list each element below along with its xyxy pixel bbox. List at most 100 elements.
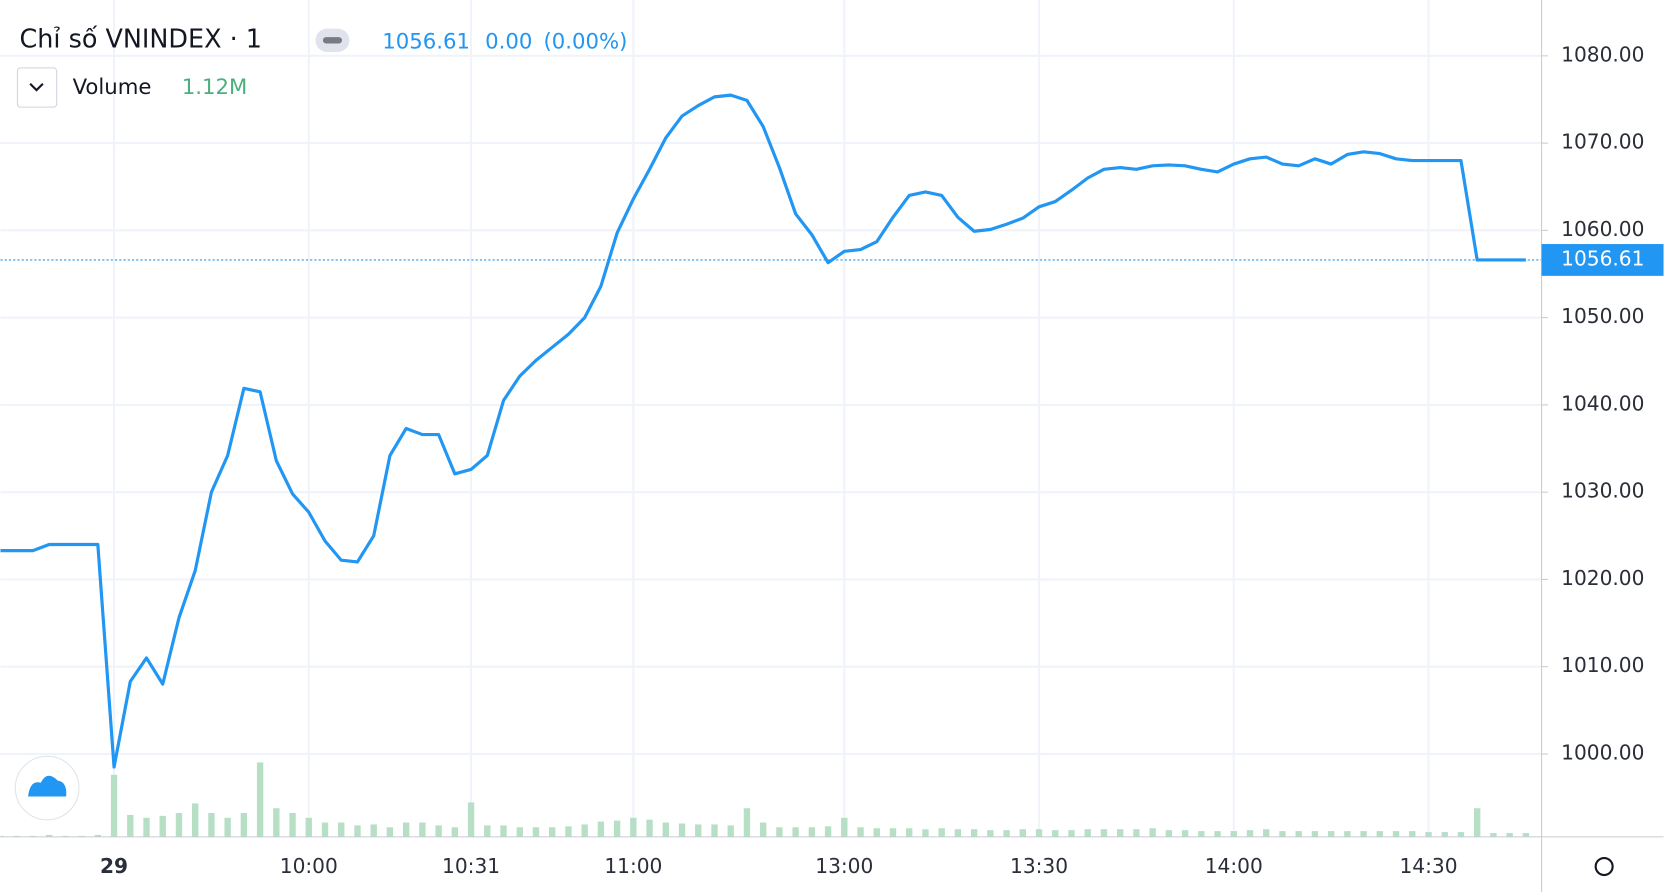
logo-cloud xyxy=(28,775,67,797)
volume-bar xyxy=(402,822,410,837)
volume-bar xyxy=(1279,831,1286,837)
volume-bar xyxy=(711,824,718,837)
volume-bar xyxy=(824,826,832,837)
volume-bar xyxy=(1246,830,1254,837)
volume-bar xyxy=(889,828,897,837)
volume-bar xyxy=(581,824,588,837)
volume-bar xyxy=(467,802,475,837)
volume-bar xyxy=(1181,830,1189,837)
volume-bar xyxy=(1360,831,1367,837)
volume-bar xyxy=(776,827,783,837)
x-tick-label: 29 xyxy=(100,854,128,878)
volume-bar xyxy=(630,817,637,837)
volume-bar xyxy=(208,812,215,837)
volume-label: Volume xyxy=(73,75,152,100)
x-tick-label: 13:00 xyxy=(815,854,873,878)
volume-bar xyxy=(1295,831,1302,837)
settings-icon[interactable] xyxy=(1594,856,1614,877)
volume-bar xyxy=(1133,829,1140,837)
volume-bar xyxy=(987,830,994,837)
volume-bar xyxy=(549,827,556,837)
y-tick-label: 1020.00 xyxy=(1561,566,1644,590)
volume-bar xyxy=(727,825,734,837)
volume-bar xyxy=(954,829,962,837)
volume-bar xyxy=(1311,831,1319,837)
volume-bar xyxy=(143,817,150,837)
price-line xyxy=(0,93,1526,769)
volume-bar xyxy=(695,824,702,837)
volume-bar xyxy=(1506,833,1513,837)
last-value-box xyxy=(1541,244,1664,276)
volume-bar xyxy=(906,828,913,837)
status-dot xyxy=(322,37,342,44)
volume-bar xyxy=(192,803,199,837)
volume-bar xyxy=(159,815,166,837)
volume-bar xyxy=(500,825,507,837)
volume-bar xyxy=(1230,831,1237,837)
volume-bar xyxy=(743,808,751,837)
volume-bar xyxy=(1441,832,1448,837)
volume-bar xyxy=(1490,833,1497,837)
y-tick-label: 1050.00 xyxy=(1561,304,1644,328)
volume-bar xyxy=(419,822,426,837)
grid xyxy=(0,0,1542,837)
volume-bar xyxy=(1425,832,1432,837)
volume-bar xyxy=(565,826,572,837)
volume-bar xyxy=(240,812,248,837)
y-tick-label: 1060.00 xyxy=(1561,217,1644,241)
volume-value: 1.12M xyxy=(182,75,248,100)
y-tick-label: 1010.00 xyxy=(1561,653,1644,677)
volume-bar xyxy=(175,812,183,837)
volume-bar xyxy=(354,825,361,837)
y-tick-label: 1070.00 xyxy=(1561,130,1644,154)
volume-bar xyxy=(1263,829,1270,837)
volume-bar xyxy=(1214,831,1221,837)
x-tick-label: 14:00 xyxy=(1205,854,1263,878)
x-tick-label: 11:00 xyxy=(604,854,662,878)
y-tick-label: 1000.00 xyxy=(1561,740,1644,764)
volume-bar xyxy=(451,827,459,837)
volume-bar xyxy=(127,814,134,837)
volume-bar xyxy=(1116,829,1124,837)
volume-bar xyxy=(1149,828,1156,837)
volume-bar xyxy=(1409,831,1416,837)
volume-bar xyxy=(1084,829,1091,837)
chart-title: Chỉ số VNINDEX · 1 xyxy=(20,24,262,54)
volume-bar xyxy=(1165,830,1173,837)
volume-bar xyxy=(256,762,264,837)
volume-bar xyxy=(970,829,978,837)
y-tick-label: 1040.00 xyxy=(1561,391,1644,415)
volume-bar xyxy=(1068,830,1075,837)
volume-bar xyxy=(386,827,394,837)
volume-bar xyxy=(873,828,880,837)
volume-bar xyxy=(484,825,491,837)
volume-bar xyxy=(1100,829,1108,837)
change: 0.00 xyxy=(485,29,532,54)
volume-bar xyxy=(792,827,799,837)
axes: 1000.00 1010.00 1020.00 1030.00 1040.00 1050.… xyxy=(100,42,1664,878)
volume-bar xyxy=(1457,832,1465,837)
volume-bar xyxy=(370,824,377,837)
volume-bar xyxy=(516,827,523,837)
x-tick-label: 10:31 xyxy=(442,854,500,878)
volume-bar xyxy=(338,822,345,837)
y-tick-label: 1080.00 xyxy=(1561,42,1644,66)
volume-bar xyxy=(1522,833,1530,837)
volume-bar xyxy=(1344,831,1351,837)
volume-bar xyxy=(273,808,280,837)
plot xyxy=(0,93,1542,837)
volume-bar xyxy=(110,774,118,837)
last-value-label: 1056.61 xyxy=(1561,246,1644,270)
y-tick-label: 1030.00 xyxy=(1561,479,1644,503)
volume-bar xyxy=(678,823,686,837)
volume-bar xyxy=(305,817,312,837)
volume-bar xyxy=(597,821,605,837)
volume-bar xyxy=(1392,831,1400,837)
volume-bar xyxy=(289,812,296,837)
volume-bar xyxy=(1052,830,1059,837)
volume-bar xyxy=(646,819,653,837)
volume-bar xyxy=(94,834,102,837)
volume-bar xyxy=(759,822,767,837)
collapse-button[interactable] xyxy=(16,67,58,108)
